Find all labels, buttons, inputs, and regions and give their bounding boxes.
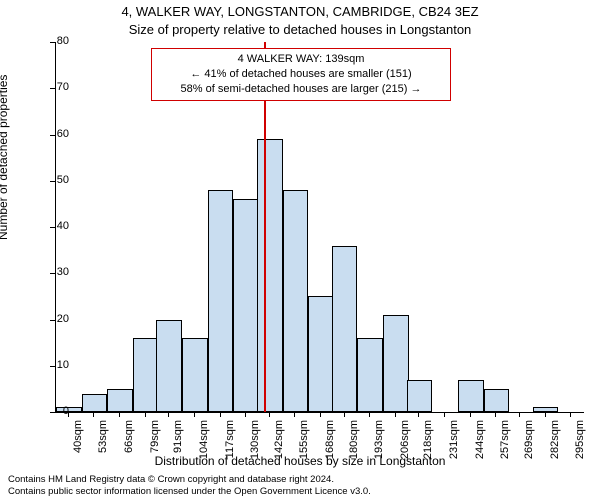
histogram-bar	[133, 338, 159, 412]
y-tick-label: 10	[29, 359, 69, 371]
histogram-bar	[383, 315, 409, 412]
x-tick-mark	[245, 412, 246, 417]
callout-line: 4 WALKER WAY: 139sqm	[158, 52, 444, 67]
y-tick-label: 0	[29, 405, 69, 417]
histogram-bar	[407, 380, 433, 412]
y-tick-label: 20	[29, 313, 69, 325]
y-tick-label: 60	[29, 128, 69, 140]
x-tick-mark	[369, 412, 370, 417]
footer-line-2: Contains public sector information licen…	[8, 486, 371, 498]
x-tick-mark	[220, 412, 221, 417]
callout-line: ← 41% of detached houses are smaller (15…	[158, 67, 444, 82]
histogram-bar	[156, 320, 182, 413]
y-axis-label: Number of detached properties	[0, 75, 10, 240]
histogram-bar	[357, 338, 383, 412]
y-tick-mark	[50, 88, 55, 89]
x-tick-label: 295sqm	[574, 420, 586, 470]
x-tick-mark	[519, 412, 520, 417]
x-tick-label: 104sqm	[198, 420, 210, 470]
title-main: 4, WALKER WAY, LONGSTANTON, CAMBRIDGE, C…	[0, 4, 600, 19]
x-tick-mark	[168, 412, 169, 417]
x-tick-mark	[320, 412, 321, 417]
x-tick-mark	[395, 412, 396, 417]
histogram-bar	[107, 389, 133, 412]
y-tick-mark	[50, 227, 55, 228]
y-tick-label: 50	[29, 174, 69, 186]
x-tick-mark	[194, 412, 195, 417]
x-tick-label: 231sqm	[448, 420, 460, 470]
x-tick-mark	[495, 412, 496, 417]
x-tick-mark	[418, 412, 419, 417]
x-tick-label: 155sqm	[298, 420, 310, 470]
x-tick-label: 168sqm	[324, 420, 336, 470]
footer-line-1: Contains HM Land Registry data © Crown c…	[8, 474, 371, 486]
y-tick-label: 80	[29, 35, 69, 47]
x-tick-mark	[545, 412, 546, 417]
x-tick-mark	[470, 412, 471, 417]
histogram-plot: 4 WALKER WAY: 139sqm← 41% of detached ho…	[55, 42, 584, 413]
y-tick-mark	[50, 366, 55, 367]
y-tick-mark	[50, 273, 55, 274]
property-callout: 4 WALKER WAY: 139sqm← 41% of detached ho…	[151, 48, 451, 101]
x-tick-mark	[119, 412, 120, 417]
x-tick-label: 257sqm	[499, 420, 511, 470]
x-tick-label: 40sqm	[72, 420, 84, 470]
x-tick-label: 66sqm	[123, 420, 135, 470]
x-tick-label: 218sqm	[422, 420, 434, 470]
x-tick-label: 206sqm	[399, 420, 411, 470]
y-tick-mark	[50, 42, 55, 43]
histogram-bar	[182, 338, 208, 412]
x-tick-mark	[145, 412, 146, 417]
x-tick-mark	[68, 412, 69, 417]
x-tick-label: 142sqm	[273, 420, 285, 470]
x-tick-label: 91sqm	[172, 420, 184, 470]
x-tick-label: 53sqm	[97, 420, 109, 470]
histogram-bar	[484, 389, 510, 412]
y-tick-mark	[50, 181, 55, 182]
y-tick-mark	[50, 320, 55, 321]
histogram-bar	[283, 190, 309, 412]
x-tick-mark	[444, 412, 445, 417]
histogram-bar	[332, 246, 358, 413]
callout-line: 58% of semi-detached houses are larger (…	[158, 82, 444, 97]
x-tick-label: 130sqm	[249, 420, 261, 470]
y-tick-mark	[50, 412, 55, 413]
histogram-bar	[233, 199, 259, 412]
title-sub: Size of property relative to detached ho…	[0, 22, 600, 37]
x-tick-label: 269sqm	[523, 420, 535, 470]
histogram-bar	[257, 139, 283, 412]
x-tick-label: 79sqm	[149, 420, 161, 470]
y-tick-label: 40	[29, 220, 69, 232]
x-tick-label: 117sqm	[224, 420, 236, 470]
x-tick-mark	[294, 412, 295, 417]
y-tick-mark	[50, 135, 55, 136]
histogram-bar	[208, 190, 234, 412]
x-tick-mark	[344, 412, 345, 417]
x-tick-label: 193sqm	[373, 420, 385, 470]
histogram-bar	[308, 296, 334, 412]
histogram-bar	[82, 394, 108, 413]
x-tick-label: 244sqm	[474, 420, 486, 470]
footer-attribution: Contains HM Land Registry data © Crown c…	[8, 474, 371, 498]
x-tick-mark	[93, 412, 94, 417]
y-tick-label: 70	[29, 81, 69, 93]
histogram-bar	[458, 380, 484, 412]
x-tick-mark	[570, 412, 571, 417]
x-tick-label: 282sqm	[549, 420, 561, 470]
y-tick-label: 30	[29, 266, 69, 278]
x-tick-mark	[269, 412, 270, 417]
x-tick-label: 180sqm	[348, 420, 360, 470]
